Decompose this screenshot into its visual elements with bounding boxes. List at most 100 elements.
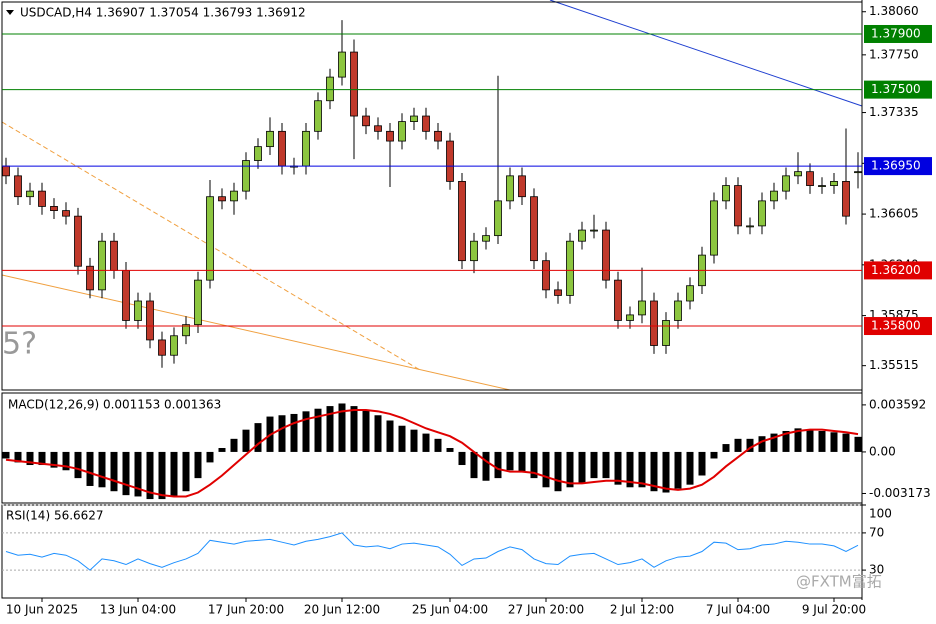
candle-body <box>758 200 766 227</box>
y-tick-label: 1.38060 <box>869 4 919 18</box>
macd-bar <box>758 436 766 452</box>
level-tag <box>864 24 932 43</box>
macd-bar <box>218 448 226 452</box>
candle-body <box>74 215 82 267</box>
candle-body <box>746 225 754 228</box>
candle-body <box>170 335 178 356</box>
candle-body <box>842 180 850 217</box>
level-tag <box>864 261 932 280</box>
macd-bar <box>410 429 418 452</box>
macd-bar <box>194 451 202 479</box>
candle-body <box>578 229 586 242</box>
macd-bar <box>290 413 298 452</box>
candle-body <box>494 200 502 237</box>
watermark: @FXTM富拓 <box>796 573 882 591</box>
candle-body <box>206 196 214 281</box>
macd-signal <box>5 409 859 498</box>
macd-bar <box>614 451 622 485</box>
y-tick-label: 70 <box>869 525 884 539</box>
candle-body <box>158 339 166 356</box>
macd-bar <box>662 451 670 493</box>
macd-bar <box>650 451 658 492</box>
level-tag <box>864 157 932 176</box>
macd-bar <box>134 451 142 497</box>
candle-body <box>566 240 574 296</box>
candle-body <box>2 165 10 177</box>
candle-body <box>638 300 646 316</box>
x-tick-label: 2 Jul 12:00 <box>610 603 674 617</box>
macd-bar <box>638 451 646 488</box>
x-tick-label: 20 Jun 12:00 <box>304 603 380 617</box>
macd-bar <box>206 451 214 463</box>
candle-body <box>362 115 370 127</box>
macd-bar <box>386 420 394 452</box>
candle-body <box>662 320 670 346</box>
candle-body <box>14 175 22 198</box>
candle-body <box>686 285 694 302</box>
candle-body <box>146 300 154 341</box>
macd-bar <box>350 406 358 452</box>
macd-bar <box>254 423 262 452</box>
candle-body <box>854 171 862 174</box>
y-tick-label: 1.35515 <box>869 358 919 372</box>
macd-bar <box>746 438 754 452</box>
candle-body <box>218 196 226 202</box>
candle-body <box>422 115 430 132</box>
menu-arrow <box>6 10 14 15</box>
candle-body <box>110 240 118 271</box>
macd-bar <box>62 451 70 471</box>
x-tick-label: 10 Jun 2025 <box>6 603 78 617</box>
macd-bar <box>182 451 190 492</box>
macd-bar <box>302 411 310 452</box>
candle-body <box>398 121 406 142</box>
candle-body <box>590 229 598 232</box>
macd-bar <box>542 451 550 488</box>
rsi-label: RSI(14) 56.6627 <box>6 509 104 523</box>
candle-body <box>614 279 622 321</box>
macd-bar <box>362 410 370 452</box>
macd-bar <box>674 451 682 489</box>
candle-body <box>410 115 418 122</box>
trend-line <box>549 0 863 107</box>
macd-bar <box>278 415 286 452</box>
macd-bar <box>782 430 790 452</box>
candle-body <box>830 180 838 186</box>
candle-body <box>626 314 634 321</box>
macd-bar <box>122 451 130 496</box>
candle-body <box>326 76 334 102</box>
macd-bar <box>314 408 322 452</box>
macd-bar <box>50 451 58 468</box>
macd-bar <box>626 451 634 488</box>
candle-body <box>650 300 658 346</box>
candle-body <box>602 229 610 281</box>
level-label: 1.36950 <box>871 159 921 173</box>
candle-body <box>302 130 310 167</box>
macd-bar <box>698 451 706 476</box>
candle-body <box>86 265 94 291</box>
candle-body <box>242 160 250 192</box>
candle-body <box>134 300 142 321</box>
candle-body <box>794 171 802 177</box>
macd-bar <box>26 451 34 466</box>
macd-bar <box>242 429 250 452</box>
macd-bar <box>14 451 22 463</box>
candle-body <box>434 130 442 142</box>
candle-body <box>254 146 262 161</box>
macd-bar <box>482 451 490 481</box>
macd-bar <box>854 436 862 452</box>
rsi-line <box>5 532 859 571</box>
macd-bar <box>38 451 46 466</box>
candle-body <box>386 130 394 142</box>
candle-body <box>446 140 454 182</box>
macd-label: MACD(12,26,9) 0.001153 0.001363 <box>8 398 221 412</box>
macd-bar <box>602 451 610 479</box>
macd-bar <box>794 428 802 452</box>
candle-body <box>122 270 130 321</box>
x-tick-label: 27 Jun 20:00 <box>508 603 584 617</box>
macd-bar <box>458 451 466 466</box>
macd-bar <box>530 451 538 479</box>
macd-bar <box>434 438 442 452</box>
y-tick-label: 100 <box>869 507 892 521</box>
y-tick-label: 1.36605 <box>869 207 919 221</box>
